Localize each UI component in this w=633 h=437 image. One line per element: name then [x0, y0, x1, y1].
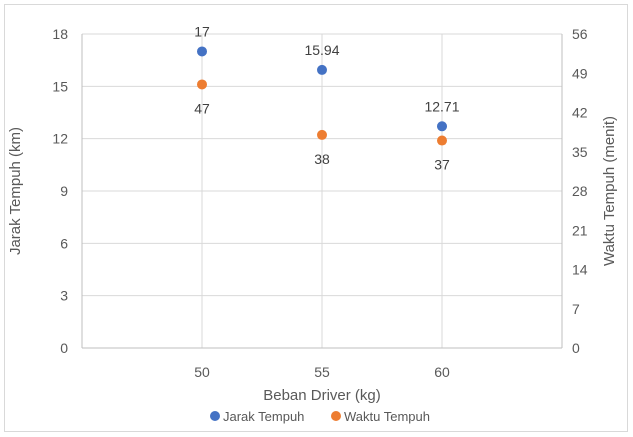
- right-tick-label: 28: [572, 183, 588, 199]
- data-label-jarak-tempuh: 15.94: [304, 42, 339, 58]
- point-jarak-tempuh: [437, 121, 447, 132]
- legend-label-waktu: Waktu Tempuh: [344, 409, 430, 424]
- x-tick-label: 50: [194, 364, 210, 380]
- legend-marker-jarak: [210, 411, 220, 421]
- right-axis-ticks: 0 7 14 21 28 35 42 49 56: [572, 26, 588, 356]
- right-tick-label: 56: [572, 26, 588, 42]
- point-jarak-tempuh: [197, 46, 207, 57]
- x-tick-label: 55: [314, 364, 330, 380]
- right-tick-label: 35: [572, 144, 588, 160]
- right-tick-label: 0: [572, 340, 580, 356]
- data-label-jarak-tempuh: 12.71: [424, 98, 459, 114]
- data-label-waktu-tempuh: 47: [194, 100, 210, 116]
- point-waktu-tempuh: [317, 129, 327, 140]
- legend-marker-waktu: [331, 411, 341, 421]
- right-tick-label: 49: [572, 65, 588, 81]
- right-axis-title: Waktu Tempuh (menit): [601, 116, 618, 266]
- x-tick-label: 60: [434, 364, 450, 380]
- data-label-waktu-tempuh: 37: [434, 157, 450, 173]
- left-tick-label: 12: [52, 131, 68, 147]
- left-tick-label: 3: [60, 288, 68, 304]
- left-tick-label: 0: [60, 340, 68, 356]
- grid-lines: [82, 33, 562, 348]
- right-tick-label: 42: [572, 105, 588, 121]
- x-axis-ticks: 50 55 60: [194, 364, 450, 380]
- axes: [81, 34, 563, 349]
- right-tick-label: 14: [572, 262, 588, 278]
- legend: Jarak Tempuh Waktu Tempuh: [210, 409, 430, 424]
- data-points: [197, 46, 447, 146]
- point-jarak-tempuh: [317, 64, 327, 75]
- left-tick-label: 15: [52, 78, 68, 94]
- point-waktu-tempuh: [437, 135, 447, 146]
- data-label-waktu-tempuh: 38: [314, 151, 330, 167]
- data-label-jarak-tempuh: 17: [194, 23, 210, 39]
- right-tick-label: 21: [572, 222, 588, 238]
- legend-label-jarak: Jarak Tempuh: [223, 409, 304, 424]
- right-tick-label: 7: [572, 301, 580, 317]
- left-tick-label: 18: [52, 26, 68, 42]
- left-tick-label: 9: [60, 183, 68, 199]
- chart-frame: [4, 4, 628, 432]
- x-axis-title: Beban Driver (kg): [263, 387, 381, 404]
- data-labels: 17 15.94 12.71 47 38 37: [194, 23, 460, 172]
- point-waktu-tempuh: [197, 79, 207, 90]
- left-axis-title: Jarak Tempuh (km): [7, 127, 24, 255]
- left-tick-label: 6: [60, 235, 68, 251]
- left-axis-ticks: 0 3 6 9 12 15 18: [52, 26, 68, 356]
